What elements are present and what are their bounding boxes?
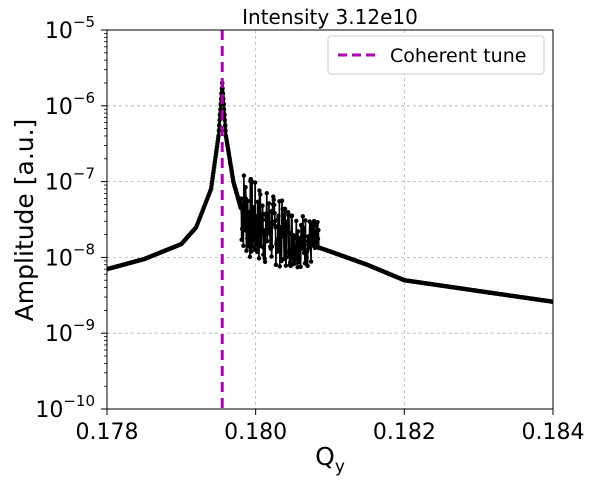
plot-frame: [106, 29, 554, 410]
x-tick-label: 0.180: [224, 420, 287, 445]
x-axis-label-sub: y: [335, 457, 345, 477]
x-axis: 0.178 0.180 0.182 0.184: [76, 409, 585, 445]
y-tick-label: 10−8: [45, 240, 95, 271]
series-point: [216, 133, 221, 139]
series-point: [222, 117, 228, 123]
series-line: [107, 82, 553, 304]
x-tick-label: 0.178: [76, 420, 139, 445]
y-axis: 10−10 10−9 10−8 10−7 10−6 10−5: [35, 13, 107, 423]
legend-label: Coherent tune: [390, 45, 526, 67]
y-tick-label: 10−9: [45, 316, 95, 347]
legend-box: [327, 35, 545, 75]
x-tick-label: 0.184: [522, 420, 585, 445]
grid: [106, 29, 554, 410]
series-point: [550, 299, 553, 304]
y-tick-label: 10−5: [45, 13, 95, 44]
y-tick-label: 10−10: [35, 392, 95, 423]
x-tick-label: 0.182: [373, 420, 436, 445]
x-axis-label-main: Q: [315, 442, 335, 471]
y-tick-label: 10−6: [45, 89, 95, 120]
series-point: [217, 123, 222, 128]
chart-title: Intensity 3.12e10: [242, 5, 418, 29]
y-axis-label: Amplitude [a.u.]: [10, 119, 39, 322]
legend: Coherent tune: [327, 35, 545, 75]
data-series: [107, 80, 553, 304]
y-tick-label: 10−7: [45, 165, 95, 196]
series-point: [216, 128, 222, 133]
series-noise-line: [240, 175, 320, 268]
series-point: [222, 123, 228, 128]
x-axis-label: Qy: [315, 442, 345, 477]
series-point: [223, 128, 228, 133]
